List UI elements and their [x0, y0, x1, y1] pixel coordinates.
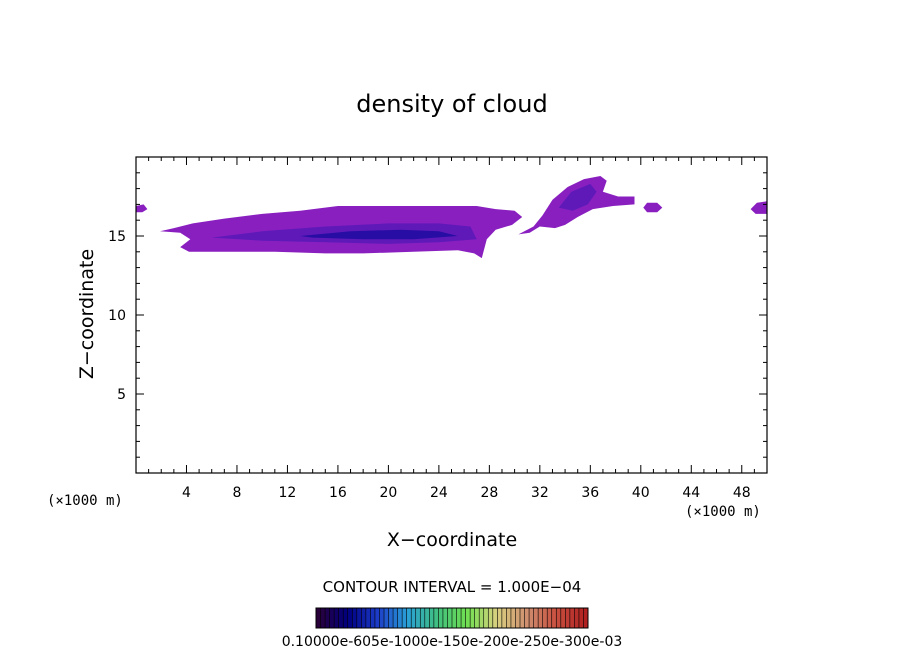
- colorbar-cell: [470, 608, 475, 628]
- colorbar-cell: [574, 608, 580, 628]
- colorbar-cell: [492, 608, 498, 628]
- cloud-layer: [136, 176, 767, 259]
- colorbar-cell: [365, 608, 371, 628]
- plot-frame: [135, 156, 768, 474]
- colorbar-cell: [560, 608, 566, 628]
- colorbar-cell: [320, 608, 326, 628]
- colorbar-cell: [474, 608, 480, 628]
- colorbar-cell: [384, 608, 389, 628]
- y-axis-ticks: 5 10 15: [108, 156, 767, 474]
- colorbar-cell: [370, 608, 376, 628]
- x-tick-label: 16: [329, 485, 347, 501]
- colorbar-cell: [515, 608, 521, 628]
- colorbar-cell: [520, 608, 525, 628]
- colorbar-cell: [506, 608, 512, 628]
- x-axis-label: X−coordinate: [387, 529, 517, 551]
- y-axis-label: Z−coordinate: [76, 249, 98, 379]
- colorbar-cell: [452, 608, 457, 628]
- colorbar-cell: [524, 608, 530, 628]
- colorbar-cell: [501, 608, 507, 628]
- colorbar-cell: [533, 608, 539, 628]
- x-unit-label-right: (×1000 m): [685, 504, 761, 520]
- x-tick-label: 20: [379, 485, 397, 501]
- colorbar-cell: [479, 608, 485, 628]
- colorbar-cell: [402, 608, 407, 628]
- x-tick-label: 32: [531, 485, 549, 501]
- cloud-turret-core: [558, 183, 597, 211]
- x-tick-label: 40: [632, 485, 650, 501]
- colorbar-cell: [447, 608, 453, 628]
- y-tick-label: 5: [117, 387, 126, 403]
- colorbar-cell: [461, 608, 466, 628]
- colorbar-cell: [379, 608, 385, 628]
- cloud-edge-patch-right-outer: [750, 201, 767, 214]
- colorbar: [315, 608, 589, 628]
- colorbar-labels: 0.10000e-605e-1000e-150e-200e-250e-300e-…: [282, 634, 623, 650]
- x-tick-label: 12: [279, 485, 297, 501]
- colorbar-cell: [438, 608, 444, 628]
- x-tick-label: 28: [480, 485, 498, 501]
- x-tick-label: 4: [182, 485, 191, 501]
- colorbar-cell: [406, 608, 412, 628]
- colorbar-cell: [393, 608, 398, 628]
- colorbar-cell: [529, 608, 534, 628]
- y-tick-label: 10: [108, 308, 126, 324]
- contour-interval-text: CONTOUR INTERVAL = 1.000E−04: [323, 578, 582, 596]
- x-unit-label-left: (×1000 m): [47, 493, 123, 509]
- colorbar-cell: [356, 608, 362, 628]
- colorbar-cell: [374, 608, 380, 628]
- colorbar-cell: [565, 608, 571, 628]
- colorbar-cell: [556, 608, 562, 628]
- x-tick-label: 24: [430, 485, 448, 501]
- colorbar-cell: [424, 608, 430, 628]
- cloud-small-patch-40-outer: [643, 202, 663, 213]
- colorbar-cell: [551, 608, 557, 628]
- x-tick-label: 44: [682, 485, 700, 501]
- colorbar-cell: [420, 608, 426, 628]
- colorbar-cell: [347, 608, 353, 628]
- colorbar-cell: [316, 608, 321, 628]
- colorbar-cell: [429, 608, 435, 628]
- y-tick-label: 15: [108, 229, 126, 245]
- colorbar-cell: [329, 608, 335, 628]
- colorbar-cell: [456, 608, 462, 628]
- colorbar-cell: [497, 608, 503, 628]
- colorbar-cell: [411, 608, 417, 628]
- cloud-main-anvil-peak: [300, 229, 458, 240]
- colorbar-cell: [583, 608, 589, 628]
- colorbar-cell: [578, 608, 584, 628]
- colorbar-cell: [388, 608, 394, 628]
- colorbar-cell: [343, 608, 349, 628]
- colorbar-cell: [334, 608, 339, 628]
- colorbar-cell: [415, 608, 421, 628]
- cloud-edge-patch-left-outer: [136, 204, 148, 213]
- colorbar-cell: [547, 608, 553, 628]
- chart-title: density of cloud: [356, 90, 547, 118]
- colorbar-cell: [542, 608, 548, 628]
- colorbar-cell: [325, 608, 330, 628]
- colorbar-cell: [569, 608, 575, 628]
- colorbar-cell: [361, 608, 367, 628]
- x-tick-label: 36: [581, 485, 599, 501]
- colorbar-cell: [465, 608, 471, 628]
- colorbar-cell: [510, 608, 516, 628]
- colorbar-cell: [397, 608, 403, 628]
- colorbar-cell: [338, 608, 344, 628]
- colorbar-cell: [442, 608, 448, 628]
- colorbar-cell: [433, 608, 439, 628]
- colorbar-cell: [538, 608, 543, 628]
- colorbar-cell: [488, 608, 494, 628]
- colorbar-cell: [483, 608, 489, 628]
- colorbar-frame: [315, 607, 589, 629]
- x-tick-label: 48: [733, 485, 751, 501]
- x-axis-ticks: 4 8 12 16 20 24 28 32 36 40 44 48: [135, 157, 768, 501]
- colorbar-cell: [352, 608, 358, 628]
- x-tick-label: 8: [232, 485, 241, 501]
